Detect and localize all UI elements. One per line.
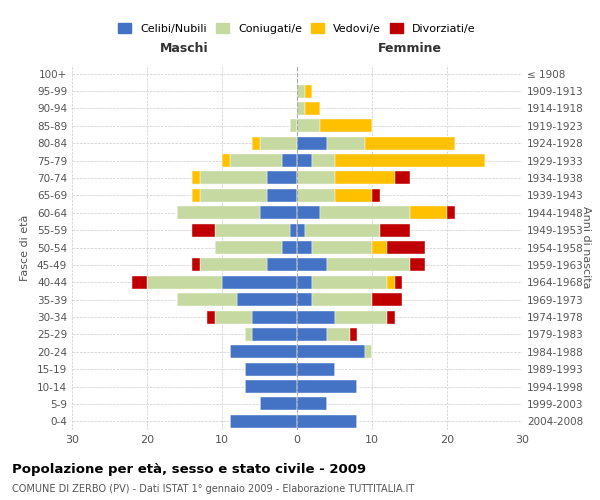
Bar xyxy=(335,189,372,202)
Bar xyxy=(372,189,380,202)
Bar xyxy=(297,362,335,376)
Bar xyxy=(305,84,312,98)
Legend: Celibi/Nubili, Coniugati/e, Vedovi/e, Divorziati/e: Celibi/Nubili, Coniugati/e, Vedovi/e, Di… xyxy=(115,20,479,37)
Bar xyxy=(199,189,267,202)
Bar xyxy=(192,224,215,236)
Bar xyxy=(290,120,297,132)
Bar xyxy=(245,328,252,341)
Bar xyxy=(245,362,297,376)
Bar xyxy=(177,293,237,306)
Bar xyxy=(199,172,267,184)
Bar xyxy=(215,224,290,236)
Bar xyxy=(305,224,380,236)
Bar xyxy=(349,328,357,341)
Bar xyxy=(297,276,312,289)
Bar xyxy=(297,415,357,428)
Bar xyxy=(282,154,297,167)
Bar xyxy=(409,206,447,220)
Bar xyxy=(297,120,320,132)
Bar xyxy=(297,206,320,220)
Bar xyxy=(192,189,199,202)
Bar xyxy=(297,84,305,98)
Y-axis label: Fasce di età: Fasce di età xyxy=(20,214,30,280)
Bar xyxy=(365,346,372,358)
Bar xyxy=(297,136,327,149)
Bar xyxy=(380,224,409,236)
Bar xyxy=(297,346,365,358)
Bar xyxy=(245,380,297,393)
Bar xyxy=(335,310,387,324)
Bar xyxy=(312,154,335,167)
Bar xyxy=(132,276,147,289)
Bar xyxy=(252,136,260,149)
Bar xyxy=(387,310,395,324)
Text: Popolazione per età, sesso e stato civile - 2009: Popolazione per età, sesso e stato civil… xyxy=(12,462,366,475)
Bar xyxy=(320,120,372,132)
Bar xyxy=(312,276,387,289)
Bar xyxy=(147,276,222,289)
Bar xyxy=(267,258,297,272)
Bar xyxy=(207,310,215,324)
Bar xyxy=(229,346,297,358)
Bar xyxy=(312,293,372,306)
Bar xyxy=(312,241,372,254)
Bar xyxy=(409,258,425,272)
Bar xyxy=(335,172,395,184)
Text: COMUNE DI ZERBO (PV) - Dati ISTAT 1° gennaio 2009 - Elaborazione TUTTITALIA.IT: COMUNE DI ZERBO (PV) - Dati ISTAT 1° gen… xyxy=(12,484,414,494)
Bar xyxy=(447,206,455,220)
Bar xyxy=(260,206,297,220)
Bar xyxy=(237,293,297,306)
Bar xyxy=(297,241,312,254)
Bar xyxy=(297,102,305,115)
Bar xyxy=(372,241,387,254)
Bar xyxy=(297,258,327,272)
Bar xyxy=(215,310,252,324)
Bar xyxy=(215,241,282,254)
Bar xyxy=(395,172,409,184)
Bar xyxy=(260,398,297,410)
Bar xyxy=(395,276,402,289)
Bar xyxy=(297,310,335,324)
Bar xyxy=(192,258,199,272)
Bar xyxy=(222,276,297,289)
Bar xyxy=(229,415,297,428)
Bar xyxy=(222,154,229,167)
Bar xyxy=(267,172,297,184)
Bar xyxy=(290,224,297,236)
Bar xyxy=(335,154,485,167)
Bar xyxy=(327,136,365,149)
Bar xyxy=(282,241,297,254)
Bar xyxy=(267,189,297,202)
Y-axis label: Anni di nascita: Anni di nascita xyxy=(581,206,590,289)
Bar xyxy=(199,258,267,272)
Bar xyxy=(192,172,199,184)
Bar xyxy=(297,398,327,410)
Bar xyxy=(297,189,335,202)
Bar xyxy=(327,258,409,272)
Bar xyxy=(327,328,349,341)
Bar xyxy=(260,136,297,149)
Text: Femmine: Femmine xyxy=(377,42,442,54)
Bar xyxy=(297,172,335,184)
Bar xyxy=(387,276,395,289)
Bar xyxy=(297,380,357,393)
Bar xyxy=(365,136,455,149)
Bar xyxy=(229,154,282,167)
Bar xyxy=(252,328,297,341)
Bar xyxy=(305,102,320,115)
Bar xyxy=(297,328,327,341)
Bar xyxy=(297,154,312,167)
Bar xyxy=(320,206,409,220)
Bar xyxy=(387,241,425,254)
Bar xyxy=(297,293,312,306)
Bar xyxy=(177,206,260,220)
Bar xyxy=(252,310,297,324)
Text: Maschi: Maschi xyxy=(160,42,209,54)
Bar xyxy=(372,293,402,306)
Bar xyxy=(297,224,305,236)
